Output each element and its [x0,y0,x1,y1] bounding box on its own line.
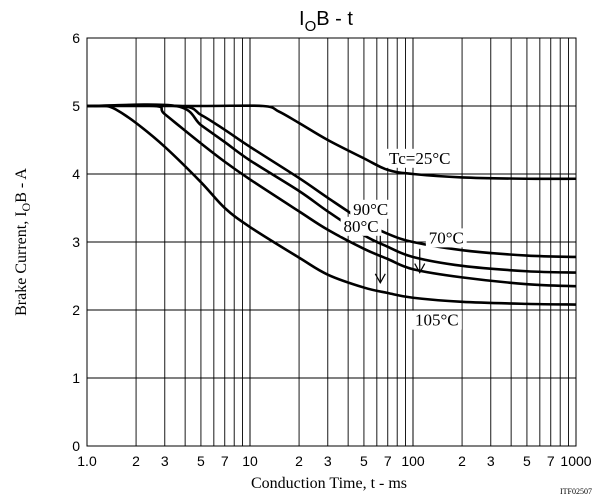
x-tick-label: 3 [487,453,495,469]
series-label: 105°C [415,311,459,330]
x-tick-label: 3 [324,453,332,469]
figure-code: ITF02507 [560,487,592,496]
series-line-80-c [87,105,576,273]
x-tick-label: 2 [295,453,303,469]
y-tick-label: 5 [72,98,80,114]
x-tick-label: 5 [360,453,368,469]
grid [87,38,576,446]
x-tick-label: 5 [197,453,205,469]
x-tick-label: 1000 [560,453,591,469]
x-axis-label: Conduction Time, t - ms [251,475,407,492]
chart-title: IOB - t [299,8,353,35]
series-label: 80°C [343,217,378,236]
x-tick-labels: 1.0 2 3 5 7 10 2 3 5 7 100 2 3 5 7 1000 [77,453,592,469]
x-tick-label: 1.0 [77,453,97,469]
x-tick-label: 2 [458,453,466,469]
series-line-70-c [87,105,576,257]
x-tick-label: 10 [242,453,258,469]
x-tick-label: 2 [132,453,140,469]
y-tick-label: 2 [72,302,80,318]
y-axis-label: Brake Current, IOB - A [13,168,33,316]
y-tick-label: 0 [72,438,80,454]
x-tick-label: 7 [221,453,229,469]
x-tick-label: 3 [161,453,169,469]
x-tick-label: 7 [384,453,392,469]
x-tick-label: 7 [547,453,555,469]
y-tick-label: 4 [72,166,80,182]
series-line-90-c [87,105,576,286]
series-label: 70°C [429,228,464,247]
series-label: 90°C [353,200,388,219]
x-tick-label: 100 [401,453,425,469]
series-label: Tc=25°C [389,149,450,168]
y-tick-label: 6 [72,30,80,46]
y-tick-label: 1 [72,370,80,386]
y-tick-label: 3 [72,234,80,250]
series-group [87,105,576,305]
series-line-105-c [94,106,576,305]
y-tick-labels: 0 1 2 3 4 5 6 [72,30,80,454]
x-tick-label: 5 [523,453,531,469]
